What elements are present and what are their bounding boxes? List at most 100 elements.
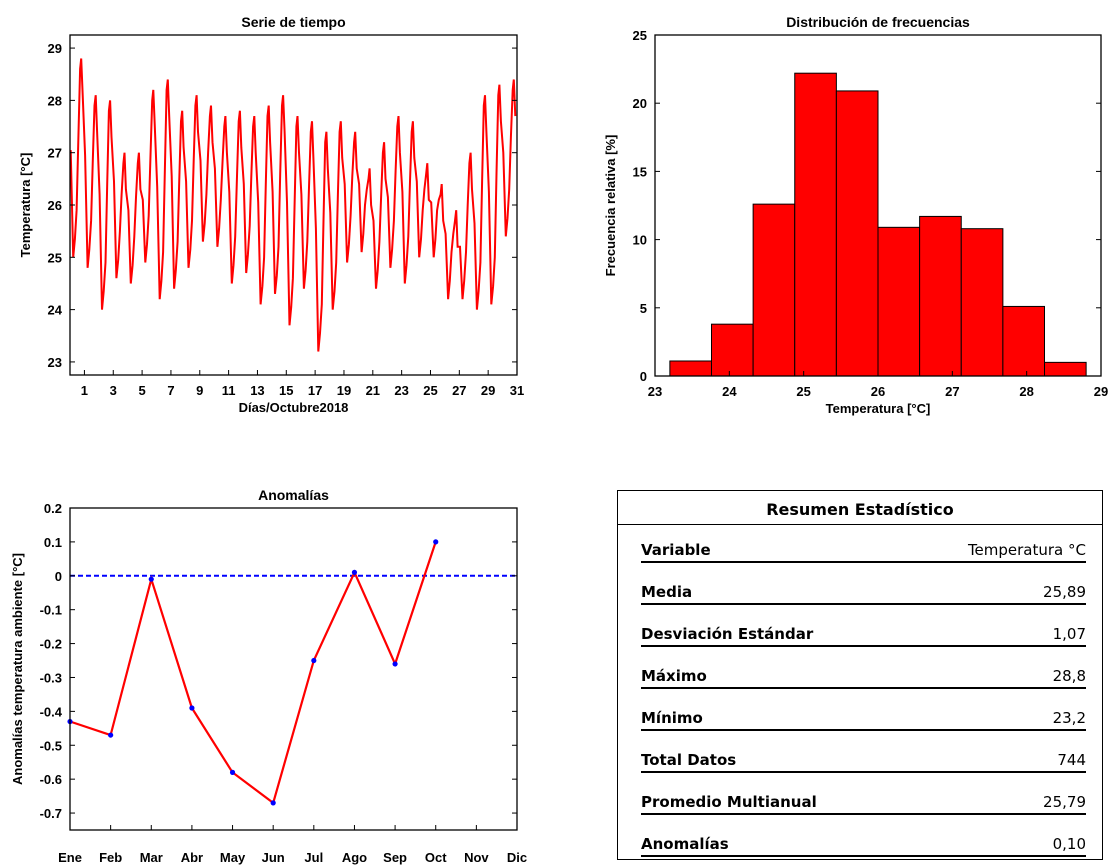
histogram-x-tick-label: 26 [871,384,885,399]
histogram-bar [1002,305,1046,377]
anomaly-y-label: Anomalías temperatura ambiente [°C] [10,553,25,785]
series-x-tick-label: 5 [138,383,145,398]
series-y-tick-label: 27 [48,146,62,161]
anomaly-point [148,576,154,582]
anomaly-point [433,539,439,545]
anomaly-title: Anomalías [258,490,329,503]
anomaly-y-tick-label: -0.2 [40,637,62,652]
anomaly-canvas: Ene Feb Mar Abr May Jun Jul Ago Sep Oct Nov Dic 0.2 0… [10,490,527,865]
histogram-x-tick-label: 28 [1019,384,1033,399]
series-y-label: Temperatura [°C] [18,153,33,258]
anomaly-x-tick-label: Feb [99,850,122,865]
series-x-label: Días/Octubre2018 [239,400,349,415]
series-x-tick-label: 31 [510,383,524,398]
series-x-tick-label: 21 [366,383,380,398]
series-y-tick-label: 25 [48,250,62,265]
histogram-x-tick-label: 23 [648,384,662,399]
series-x-tick-label: 25 [423,383,437,398]
anomaly-y-tick-label: -0.4 [40,704,63,719]
histogram-bar [919,215,962,377]
anomaly-x-tick-label: Jun [262,850,285,865]
histogram-x-tick-label: 24 [722,384,737,399]
anomaly-x-tick-label: Ene [58,850,82,865]
series-x-tick-label: 17 [308,383,322,398]
series-y-tick-label: 29 [48,41,62,56]
anomaly-x-tick-label: Oct [425,850,447,865]
series-y-tick-label: 24 [48,303,63,318]
anomaly-y-tick-label: -0.5 [40,738,62,753]
histogram-x-tick-label: 25 [796,384,810,399]
summary-row-anomalias: Anomalías 0,10 [641,831,1086,857]
series-title: Serie de tiempo [241,14,345,30]
histogram-bar [1044,361,1087,377]
series-x-tick-label: 11 [222,383,236,398]
charts-canvas: 1 3 5 7 9 11 13 15 17 19 21 23 25 27 29 312324252627282… [18,14,1108,416]
anomaly-point [229,769,236,775]
histogram-y-tick-label: 0 [640,369,647,384]
histogram-bar [794,72,837,377]
summary-row-promedio: Promedio Multianual 25,79 [641,789,1086,815]
series-x-tick-label: 19 [337,383,351,398]
anomaly-x-tick-label: Jul [304,850,323,865]
histogram-bar [960,228,1004,377]
series-y-tick-label: 28 [48,93,62,108]
series-x-tick-label: 7 [167,383,174,398]
summary-row-minimo: Mínimo 23,2 [641,705,1086,731]
anomaly-y-tick-label: -0.7 [40,806,62,821]
anomaly-x-tick-label: Dic [507,850,527,865]
anomaly-x-tick-label: Ago [342,850,367,865]
summary-row-variable: Variable Temperatura °C [641,537,1086,563]
series-y-tick-label: 23 [48,355,62,370]
anomaly-y-tick-label: -0.3 [40,670,62,685]
series-x-tick-label: 15 [279,383,293,398]
anomaly-point [392,661,398,667]
anomaly-x-tick-label: Abr [181,850,203,865]
anomaly-point [270,800,276,806]
anomaly-point [311,657,317,664]
summary-row-total: Total Datos 744 [641,747,1086,773]
histogram-y-tick-label: 10 [633,233,647,248]
series-x-tick-label: 23 [394,383,408,398]
histogram-bar [877,226,921,377]
anomaly-series-line [69,541,437,805]
anomaly-plot-frame [69,507,518,831]
anomaly-point [108,732,114,738]
anomaly-y-tick-label: -0.6 [40,772,62,787]
histogram-x-tick-label: 29 [1094,384,1108,399]
series-line-temperature [69,58,517,352]
series-y-tick-label: 26 [48,198,62,213]
series-x-tick-label: 29 [481,383,495,398]
summary-row-desviacion: Desviación Estándar 1,07 [641,621,1086,647]
histogram-y-label: Frecuencia relativa [%] [603,135,618,277]
anomaly-point [189,705,195,711]
histogram-y-tick-label: 5 [640,301,647,316]
series-x-tick-label: 9 [196,383,203,398]
series-x-tick-label: 27 [452,383,466,398]
series-plot-frame [69,34,518,376]
anomaly-y-tick-label: 0 [55,569,62,584]
series-x-tick-label: 3 [110,383,117,398]
anomaly-y-tick-label: 0.2 [44,501,62,516]
summary-row-media: Media 25,89 [641,579,1086,605]
histogram-bar [710,323,754,377]
anomaly-y-tick-label: 0.1 [44,535,62,550]
histogram-x-label: Temperatura [°C] [826,401,931,416]
histogram-x-tick-label: 27 [945,384,959,399]
series-x-tick-label: 13 [250,383,264,398]
summary-table: Resumen Estadístico Variable Temperatura… [617,490,1103,860]
histogram-bar [835,90,879,377]
histogram-y-tick-label: 15 [633,164,647,179]
summary-row-maximo: Máximo 28,8 [641,663,1086,689]
series-x-tick-label: 1 [81,383,88,398]
anomaly-point [351,569,358,576]
histogram-title: Distribución de frecuencias [786,14,970,30]
histogram-y-tick-label: 20 [633,96,647,111]
summary-title: Resumen Estadístico [766,500,954,519]
histogram-bar [669,360,712,377]
anomaly-x-tick-label: Mar [140,850,163,865]
histogram-bar [752,203,796,377]
anomaly-x-tick-label: Sep [383,850,407,865]
anomaly-y-tick-label: -0.1 [40,603,62,618]
anomaly-x-tick-label: Nov [464,850,489,865]
anomaly-x-tick-label: May [220,850,246,865]
